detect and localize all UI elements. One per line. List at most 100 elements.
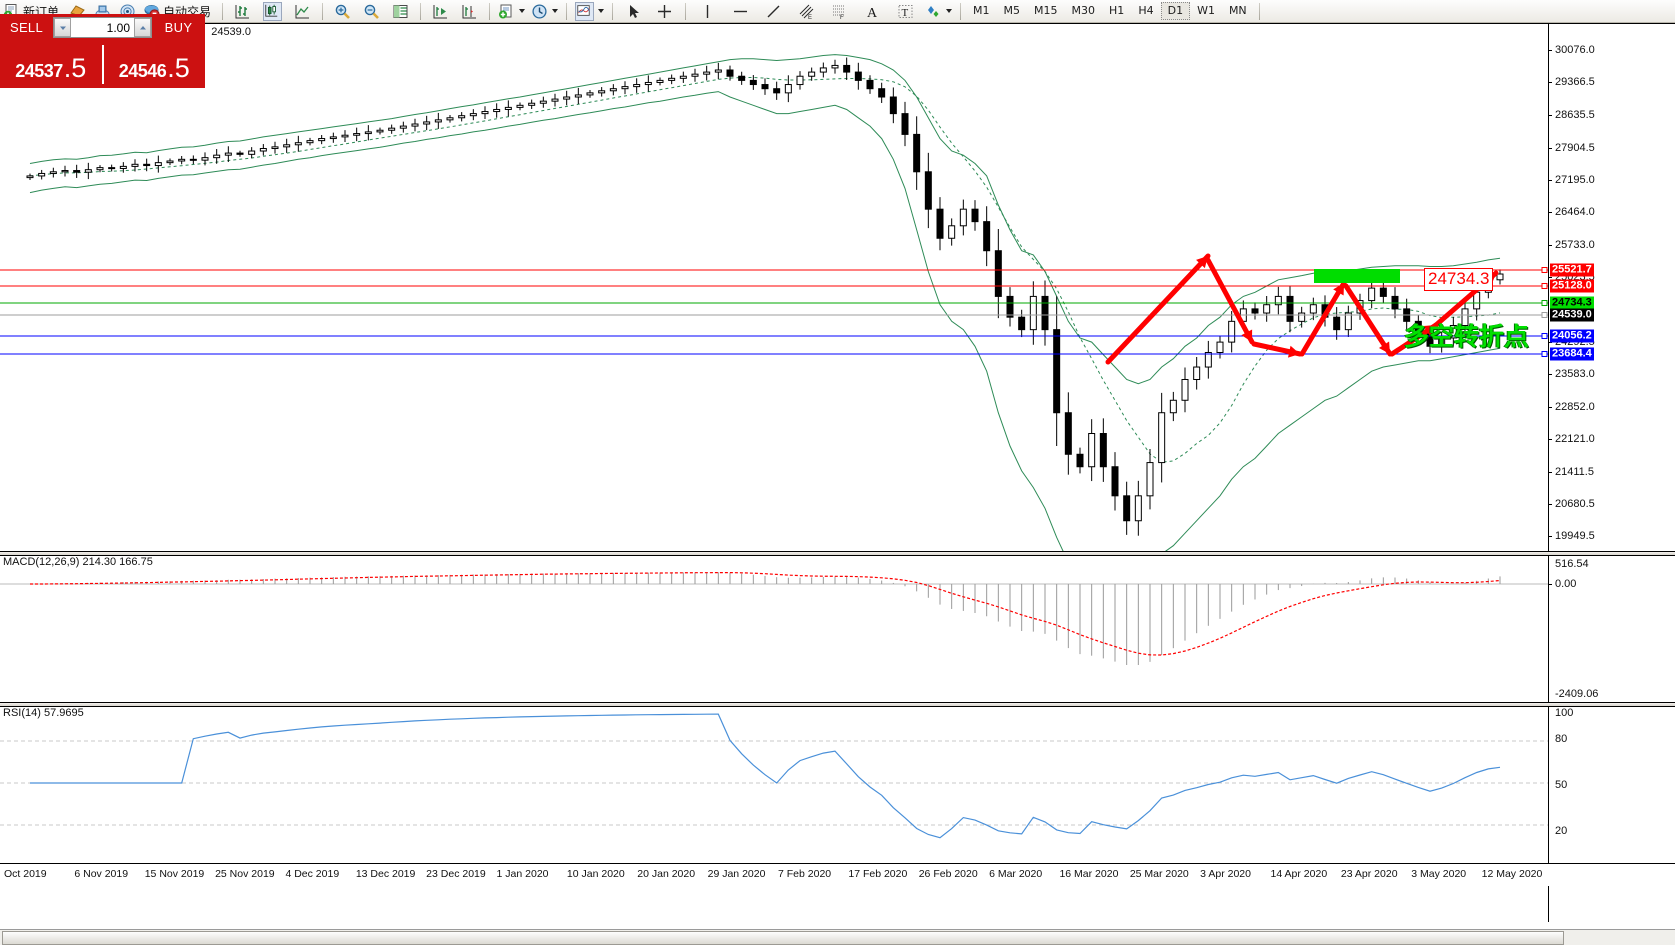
- time-axis-label: 26 Feb 2020: [918, 868, 978, 880]
- timeframe-m1[interactable]: M1: [973, 4, 990, 17]
- support-tag-2[interactable]: 23684.4: [1550, 347, 1594, 361]
- volume-decrease-button[interactable]: [54, 18, 71, 37]
- rsi-separator[interactable]: [0, 702, 1675, 707]
- timeframe-m30[interactable]: M30: [1071, 4, 1096, 17]
- macd-scale[interactable]: 516.54 0.00 -2409.06: [1548, 556, 1675, 702]
- rsi-tick-50: 50: [1555, 779, 1568, 791]
- last-price-tag[interactable]: 24539.0: [1550, 308, 1594, 322]
- resistance-zone-rectangle[interactable]: [1314, 269, 1400, 283]
- label-icon[interactable]: T: [897, 3, 914, 20]
- chevron-down-icon[interactable]: [552, 9, 559, 13]
- timeframe-m5[interactable]: M5: [1003, 4, 1021, 17]
- templates-button[interactable]: [572, 1, 607, 21]
- timeframe-m15[interactable]: M15: [1034, 4, 1058, 17]
- text-icon[interactable]: A: [864, 3, 881, 21]
- price-tick-label: 27904.5: [1555, 142, 1595, 154]
- price-tick-label: 21411.5: [1555, 466, 1594, 478]
- price-canvas: [0, 54, 1548, 582]
- time-axis-label: 13 Dec 2019: [355, 868, 416, 880]
- toolbar-separator: [420, 2, 422, 20]
- candlestick-chart-icon[interactable]: [263, 1, 283, 21]
- sell-button[interactable]: SELL: [0, 14, 53, 41]
- price-tick: [1549, 148, 1552, 149]
- price-label-24734[interactable]: 24734.3: [1424, 268, 1494, 291]
- price-tick: [1549, 536, 1552, 537]
- sell-price[interactable]: 24537 .5: [0, 41, 102, 88]
- price-tick-label: 28635.5: [1555, 109, 1595, 121]
- volume-increase-button[interactable]: [134, 18, 151, 37]
- buy-price-fraction: .5: [167, 53, 190, 84]
- price-tick: [1549, 407, 1552, 408]
- macd-separator[interactable]: [0, 551, 1675, 556]
- hline-icon[interactable]: [732, 3, 749, 20]
- cursor-icon[interactable]: [625, 3, 642, 20]
- auto-scroll-icon[interactable]: [432, 3, 449, 20]
- timeframe-mn[interactable]: MN: [1228, 4, 1247, 17]
- price-tick: [1549, 115, 1552, 116]
- target-tag[interactable]: 24734.3: [1550, 296, 1594, 310]
- time-axis[interactable]: Oct 2019 6 Nov 2019 15 Nov 2019 25 Nov 2019…: [0, 863, 1675, 886]
- rsi-subwindow[interactable]: [0, 707, 1548, 863]
- timeframe-h1[interactable]: H1: [1109, 4, 1125, 17]
- price-tick: [1549, 212, 1552, 213]
- time-axis-label: 3 May 2020: [1411, 868, 1467, 880]
- price-tick-label: 25733.0: [1555, 239, 1595, 251]
- chevron-down-icon[interactable]: [519, 9, 526, 13]
- macd-canvas: [0, 572, 1548, 665]
- templates-icon: [575, 1, 595, 21]
- price-tick: [1549, 277, 1552, 278]
- svg-text:F: F: [840, 15, 844, 20]
- timeframe-w1[interactable]: W1: [1197, 4, 1215, 17]
- scrollbar-thumb[interactable]: [2, 931, 1564, 945]
- chart-shift-icon[interactable]: [461, 3, 478, 20]
- indicator-list-button[interactable]: [495, 1, 528, 21]
- rsi-label: RSI(14) 57.9695: [3, 707, 84, 719]
- price-tick-label: 27195.0: [1555, 174, 1595, 186]
- buy-price-integer: 24546: [118, 61, 167, 81]
- equidistant-channel-icon[interactable]: E: [798, 3, 815, 21]
- objects-button[interactable]: [922, 1, 955, 21]
- trendline-icon[interactable]: [765, 3, 782, 20]
- data-window-icon[interactable]: [392, 3, 409, 20]
- crosshair-icon[interactable]: [656, 3, 673, 20]
- price-tick: [1549, 50, 1552, 51]
- horizontal-scrollbar[interactable]: [0, 929, 1675, 945]
- main-chart-plot[interactable]: [0, 24, 1548, 922]
- macd-label: MACD(12,26,9) 214.30 166.75: [3, 556, 153, 568]
- signals-icon[interactable]: [119, 3, 136, 20]
- vline-icon[interactable]: [699, 3, 716, 20]
- chevron-down-icon[interactable]: [946, 9, 953, 13]
- volume-value[interactable]: 1.00: [106, 20, 130, 35]
- price-tick-label: 26464.0: [1555, 206, 1595, 218]
- zoom-in-icon[interactable]: [334, 3, 351, 20]
- toolbar-separator: [489, 2, 491, 20]
- chevron-down-icon[interactable]: [598, 9, 605, 13]
- rsi-scale[interactable]: 100 80 50 20: [1548, 707, 1675, 863]
- buy-button[interactable]: BUY: [152, 14, 205, 41]
- toolbar-separator: [1258, 2, 1260, 20]
- time-axis-label: 25 Mar 2020: [1129, 868, 1189, 880]
- timeframe-h4[interactable]: H4: [1138, 4, 1154, 17]
- price-tick-label: 19949.5: [1555, 530, 1595, 542]
- bar-chart-icon[interactable]: [234, 3, 251, 20]
- resistance-tag-1[interactable]: 25521.7: [1550, 263, 1594, 277]
- fibonacci-icon[interactable]: F: [831, 3, 848, 21]
- one-click-trading-panel[interactable]: SELL 1.00 BUY 24537 .5 24546 .5: [0, 14, 205, 88]
- price-tick: [1549, 245, 1552, 246]
- volume-input[interactable]: 1.00: [53, 17, 152, 38]
- toolbar-separator: [960, 2, 962, 20]
- zoom-out-icon[interactable]: [363, 3, 380, 20]
- resistance-tag-2[interactable]: 25128.0: [1550, 279, 1594, 293]
- macd-subwindow[interactable]: [0, 556, 1548, 702]
- buy-price[interactable]: 24546 .5: [104, 41, 206, 88]
- timeframe-d1[interactable]: D1: [1160, 2, 1191, 20]
- time-axis-label: 15 Nov 2019: [144, 868, 205, 880]
- time-axis-label: 6 Mar 2020: [989, 868, 1043, 880]
- time-axis-label: 29 Jan 2020: [707, 868, 766, 880]
- period-button[interactable]: [528, 1, 561, 21]
- line-chart-icon[interactable]: [294, 3, 311, 20]
- annotation-turning-point[interactable]: 多空转折点: [1404, 322, 1530, 351]
- sell-price-integer: 24537: [15, 61, 63, 81]
- support-tag-1[interactable]: 24056.2: [1550, 329, 1594, 343]
- price-tick-label: 29366.5: [1555, 76, 1595, 88]
